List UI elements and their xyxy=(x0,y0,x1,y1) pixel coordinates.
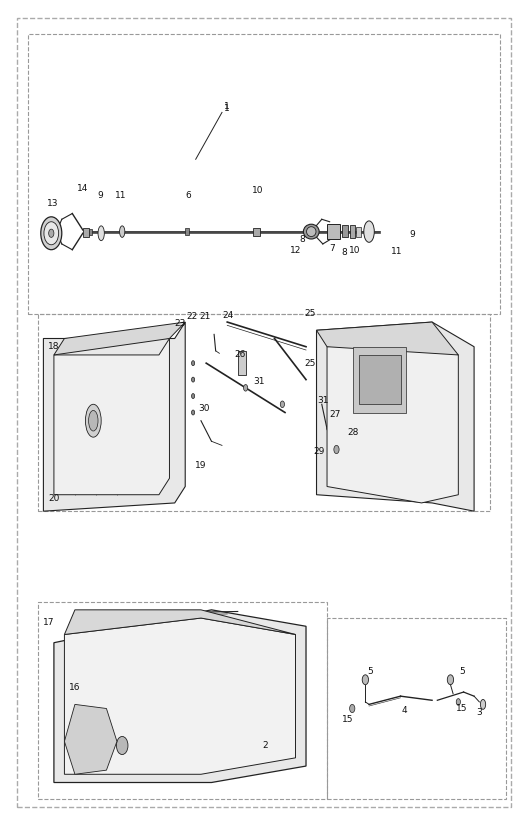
Text: 1: 1 xyxy=(224,104,230,113)
Bar xyxy=(327,224,340,239)
Polygon shape xyxy=(327,338,458,503)
Polygon shape xyxy=(54,322,185,355)
Text: 5: 5 xyxy=(367,667,373,676)
Ellipse shape xyxy=(86,404,101,437)
Text: 10: 10 xyxy=(348,246,360,255)
Text: 13: 13 xyxy=(46,199,58,208)
Text: 11: 11 xyxy=(391,247,403,256)
Ellipse shape xyxy=(456,699,460,705)
Ellipse shape xyxy=(334,446,339,454)
Text: 30: 30 xyxy=(198,404,209,412)
Ellipse shape xyxy=(192,361,195,365)
Text: 31: 31 xyxy=(253,377,265,386)
Ellipse shape xyxy=(44,222,59,245)
Ellipse shape xyxy=(350,705,355,713)
Bar xyxy=(342,225,348,238)
Text: 9: 9 xyxy=(410,229,416,238)
Text: 5: 5 xyxy=(459,667,465,676)
Bar xyxy=(359,355,401,404)
Ellipse shape xyxy=(116,737,128,755)
Text: 18: 18 xyxy=(48,342,60,351)
Bar xyxy=(353,346,406,412)
Bar xyxy=(350,225,355,238)
Ellipse shape xyxy=(192,410,195,415)
Bar xyxy=(356,227,361,237)
Text: 20: 20 xyxy=(48,494,60,503)
Ellipse shape xyxy=(447,675,454,685)
Ellipse shape xyxy=(304,224,319,239)
Text: 8: 8 xyxy=(341,248,347,257)
Ellipse shape xyxy=(307,227,316,237)
Text: 1: 1 xyxy=(224,102,230,111)
Text: 10: 10 xyxy=(252,186,263,195)
Text: 4: 4 xyxy=(402,705,408,714)
Text: 22: 22 xyxy=(186,312,197,321)
Text: 25: 25 xyxy=(304,359,315,368)
Ellipse shape xyxy=(41,217,62,250)
Text: 27: 27 xyxy=(329,411,341,419)
Polygon shape xyxy=(54,610,306,782)
Polygon shape xyxy=(316,322,458,355)
Ellipse shape xyxy=(280,401,285,408)
Text: 16: 16 xyxy=(69,683,81,692)
Text: 24: 24 xyxy=(222,311,233,320)
Text: 25: 25 xyxy=(304,309,315,318)
Ellipse shape xyxy=(362,675,369,685)
Text: 29: 29 xyxy=(314,446,325,455)
Text: 17: 17 xyxy=(43,618,54,627)
Ellipse shape xyxy=(49,229,54,238)
Polygon shape xyxy=(316,322,474,512)
Ellipse shape xyxy=(243,384,248,391)
Ellipse shape xyxy=(192,394,195,398)
Ellipse shape xyxy=(364,221,374,243)
Text: 8: 8 xyxy=(299,235,305,244)
Polygon shape xyxy=(64,618,296,775)
Bar xyxy=(27,35,501,314)
Text: 31: 31 xyxy=(318,396,329,405)
Text: 6: 6 xyxy=(185,191,191,200)
Text: 9: 9 xyxy=(97,191,103,200)
Text: 15: 15 xyxy=(456,704,468,713)
Polygon shape xyxy=(64,610,296,634)
Text: 21: 21 xyxy=(200,312,211,321)
Polygon shape xyxy=(43,322,185,512)
Text: 12: 12 xyxy=(290,246,301,255)
Bar xyxy=(185,229,190,235)
Ellipse shape xyxy=(89,411,98,431)
Text: 15: 15 xyxy=(342,714,354,724)
Text: 11: 11 xyxy=(116,191,127,200)
Text: 23: 23 xyxy=(174,319,186,328)
Bar xyxy=(238,351,246,375)
Text: 26: 26 xyxy=(234,351,246,360)
Polygon shape xyxy=(64,705,117,775)
Bar xyxy=(38,314,490,512)
Ellipse shape xyxy=(98,226,105,241)
Text: 7: 7 xyxy=(329,243,335,252)
Ellipse shape xyxy=(192,377,195,382)
Text: 14: 14 xyxy=(77,183,89,192)
Text: 3: 3 xyxy=(476,708,482,717)
Polygon shape xyxy=(54,338,169,495)
Ellipse shape xyxy=(119,226,125,238)
Bar xyxy=(83,229,89,237)
Bar xyxy=(89,229,92,235)
Bar xyxy=(253,228,260,236)
Text: 19: 19 xyxy=(195,461,207,470)
Text: 2: 2 xyxy=(263,741,268,750)
Bar xyxy=(327,618,506,799)
Text: 28: 28 xyxy=(347,427,359,436)
Ellipse shape xyxy=(480,700,486,710)
Bar xyxy=(38,601,327,799)
